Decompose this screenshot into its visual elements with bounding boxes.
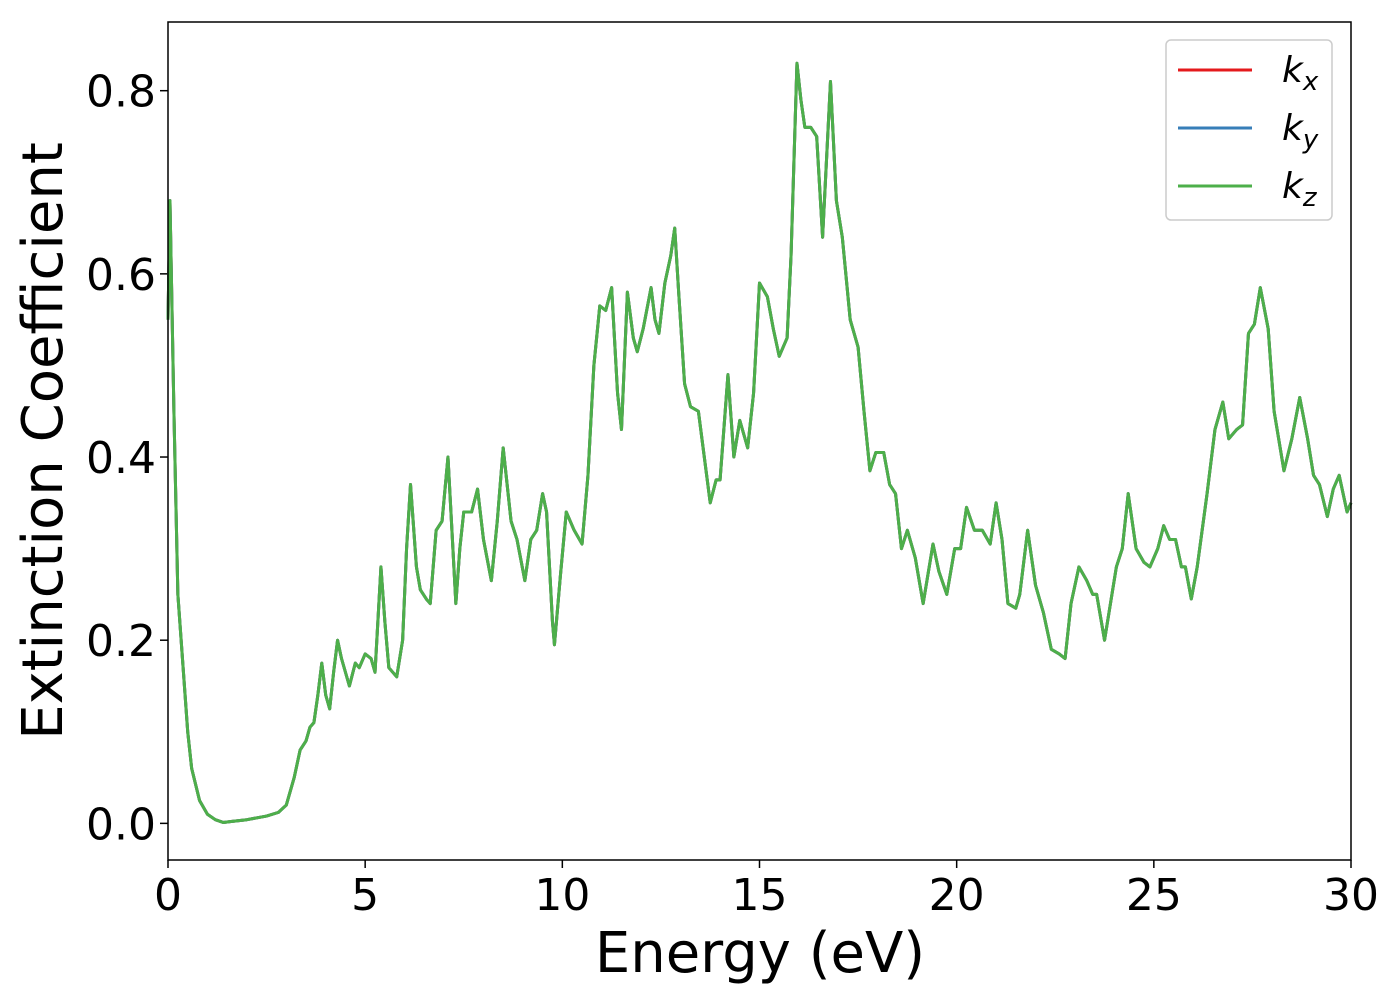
y-tick-label: 0.6 (86, 250, 156, 301)
x-tick-label: 15 (732, 870, 788, 921)
legend-box (1165, 39, 1333, 221)
y-tick-label: 0.0 (86, 799, 156, 850)
legend-label: kz (1282, 166, 1318, 213)
x-tick-label: 10 (534, 870, 590, 921)
x-axis-label: Energy (eV) (595, 921, 925, 986)
y-axis-label: Extinction Coefficient (11, 142, 76, 740)
x-tick-label: 0 (154, 870, 182, 921)
series-line (166, 61, 1353, 824)
y-tick-label: 0.4 (86, 433, 156, 484)
x-tick-label: 25 (1126, 870, 1182, 921)
x-tick-label: 20 (929, 870, 985, 921)
y-tick-label: 0.2 (86, 616, 156, 667)
x-tick-label: 5 (351, 870, 379, 921)
legend-label: kx (1282, 50, 1319, 97)
legend-label: ky (1282, 108, 1319, 155)
plot-frame (167, 21, 1352, 861)
x-tick-label: 30 (1323, 870, 1379, 921)
y-tick-label: 0.8 (86, 67, 156, 118)
